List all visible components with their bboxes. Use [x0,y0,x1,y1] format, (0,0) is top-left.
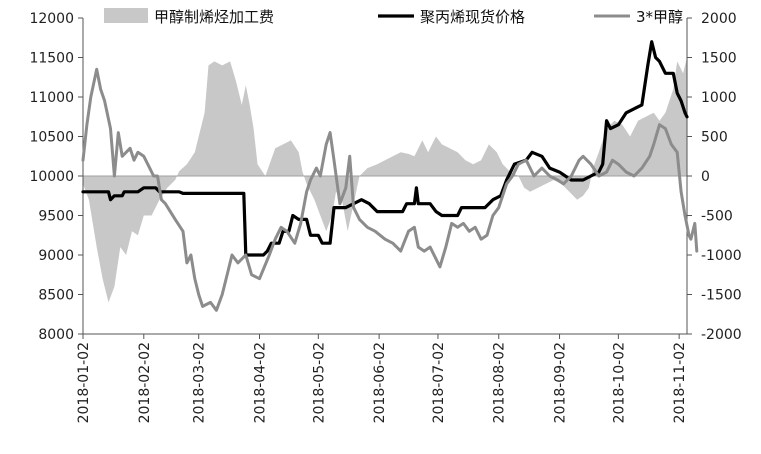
y-left-tick-label: 11000 [29,90,74,106]
y-right-tick-label: 2000 [701,11,737,27]
y-right-tick-label: -500 [701,209,733,225]
area-layer [83,57,687,303]
series-line-2 [81,67,699,312]
legend-label: 甲醇制烯烃加工费 [154,8,274,26]
y-right-tick-label: 1000 [701,90,737,106]
legend-swatch-area [104,8,148,23]
x-tick-label: 2018-07-02 [431,342,447,423]
legend-label: 聚丙烯现货价格 [420,8,525,26]
line-layer [81,40,699,312]
legend-label: 3*甲醇 [636,8,683,26]
x-tick-label: 2018-04-02 [252,342,268,423]
x-tick-label: 2018-05-02 [311,342,327,423]
y-right-tick-label: -2000 [701,327,742,343]
y-left-tick-label: 9500 [38,209,74,225]
legend: 甲醇制烯烃加工费 聚丙烯现货价格 3*甲醇 [104,8,683,26]
x-tick-label: 2018-01-02 [76,342,92,423]
y-left-tick-label: 12000 [29,11,74,27]
y-left-tick-label: 10000 [29,169,74,185]
x-tick-label: 2018-02-02 [137,342,153,423]
series-area-0 [83,57,687,303]
x-tick-label: 2018-09-02 [553,342,569,423]
x-tick-label: 2018-06-02 [372,342,388,423]
x-tick-label: 2018-08-02 [492,342,508,423]
y-left-tick-label: 11500 [29,51,74,67]
x-tick-label: 2018-10-02 [611,342,627,423]
y-left-tick-label: 8500 [38,288,74,304]
y-right-tick-label: 1500 [701,51,737,67]
series-line-1 [81,40,689,257]
y-right-tick-label: 0 [701,169,710,185]
x-tick-label: 2018-11-02 [672,342,688,423]
y-left-tick-label: 8000 [38,327,74,343]
tick-labels: 8000850090009500100001050011000115001200… [29,11,741,423]
y-left-tick-label: 9000 [38,248,74,264]
y-right-tick-label: 500 [701,130,728,146]
y-left-tick-label: 10500 [29,130,74,146]
x-tick-label: 2018-03-02 [192,342,208,423]
y-right-tick-label: -1000 [701,248,742,264]
y-right-tick-label: -1500 [701,288,742,304]
axes [78,17,692,339]
